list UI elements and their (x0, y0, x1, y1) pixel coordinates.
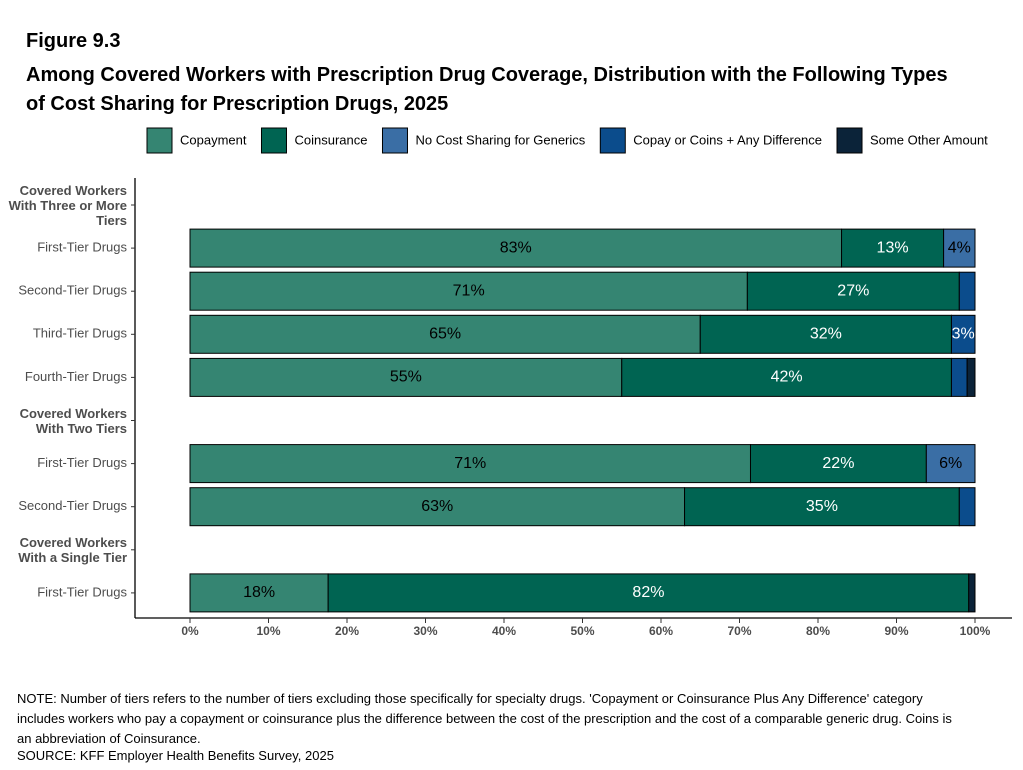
bar-segment (958, 271, 976, 311)
bar-segment (327, 573, 970, 613)
bar-segment (958, 487, 976, 527)
group-header: Covered Workers With a Single Tier (18, 534, 127, 565)
bar-segment (189, 487, 686, 527)
y-tick-label: First-Tier Drugs (37, 584, 127, 599)
x-tick-label: 20% (335, 624, 359, 638)
x-tick-label: 0% (181, 624, 199, 638)
legend-label: No Cost Sharing for Generics (415, 132, 585, 147)
data-label: 65% (429, 326, 461, 343)
legend-label: Some Other Amount (870, 132, 988, 147)
x-tick-label: 80% (806, 624, 830, 638)
data-label: 32% (810, 326, 842, 343)
data-label: 4% (948, 239, 971, 256)
y-tick-label: First-Tier Drugs (37, 240, 127, 255)
source: SOURCE: KFF Employer Health Benefits Sur… (17, 748, 334, 763)
bar-segment (841, 228, 945, 268)
x-tick-label: 30% (413, 624, 437, 638)
legend-label: Coinsurance (294, 132, 367, 147)
x-tick-label: 10% (256, 624, 280, 638)
legend-swatch (381, 127, 408, 154)
chart: 0% 10% 20% 30% 40% 50% 60% 70% 80% 90% 100% Covered… (8, 127, 1012, 638)
legend-swatch (260, 127, 287, 154)
x-tick-label: 90% (884, 624, 908, 638)
legend-swatch (146, 127, 173, 154)
chart-title: Among Covered Workers with Prescription … (26, 64, 948, 115)
bar-segment (943, 228, 976, 268)
bar-segment (189, 228, 843, 268)
y-tick-label: Second-Tier Drugs (18, 498, 127, 513)
bar-segment (189, 314, 701, 354)
bar-segment (699, 314, 952, 354)
group-header-label: Covered Workers With Two Tiers (19, 405, 127, 436)
data-label: 13% (877, 239, 909, 256)
bar-segment (189, 357, 623, 397)
data-label: 83% (500, 239, 532, 256)
group-header: Covered Workers With Three or More Tiers (8, 182, 127, 228)
legend-swatch (599, 127, 626, 154)
data-label: 3% (952, 326, 975, 343)
bar-segment (925, 444, 976, 484)
y-tick-label: First-Tier Drugs (37, 455, 127, 470)
bar-segment (189, 444, 751, 484)
x-tick-label: 40% (492, 624, 516, 638)
bar-segment (966, 357, 976, 397)
note: NOTE: Number of tiers refers to the numb… (17, 691, 952, 746)
bar-segment (950, 314, 976, 354)
bar-segment (968, 573, 976, 613)
bar-segment (749, 444, 927, 484)
legend-label: Copay or Coins + Any Difference (633, 132, 822, 147)
group-header: Covered Workers With Two Tiers (19, 405, 127, 436)
data-label: 63% (421, 498, 453, 515)
bar-segment (684, 487, 960, 527)
data-label: 18% (243, 584, 275, 601)
data-label: 6% (939, 455, 962, 472)
x-tick-label: 50% (570, 624, 594, 638)
data-label: 71% (454, 455, 486, 472)
y-tick-label: Fourth-Tier Drugs (25, 369, 128, 384)
data-label: 22% (822, 455, 854, 472)
data-label: 55% (390, 369, 422, 386)
data-label: 35% (806, 498, 838, 515)
x-tick-label: 60% (649, 624, 673, 638)
data-label: 42% (771, 369, 803, 386)
figure-label: Figure 9.3 (26, 30, 121, 52)
y-tick-label: Second-Tier Drugs (18, 283, 127, 298)
y-tick-label: Third-Tier Drugs (33, 326, 128, 341)
data-label: 27% (837, 282, 869, 299)
data-label: 71% (453, 282, 485, 299)
legend-label: Copayment (180, 132, 247, 147)
group-header-label: Covered Workers With Three or More Tiers (8, 182, 127, 228)
bar-segment (189, 271, 748, 311)
group-header-label: Covered Workers With a Single Tier (18, 534, 127, 565)
x-tick-label: 70% (727, 624, 751, 638)
legend-swatch (836, 127, 863, 154)
bar-segment (746, 271, 960, 311)
x-tick-label: 100% (960, 624, 991, 638)
data-label: 82% (632, 584, 664, 601)
bar-segment (950, 357, 968, 397)
bar-segment (189, 573, 329, 613)
